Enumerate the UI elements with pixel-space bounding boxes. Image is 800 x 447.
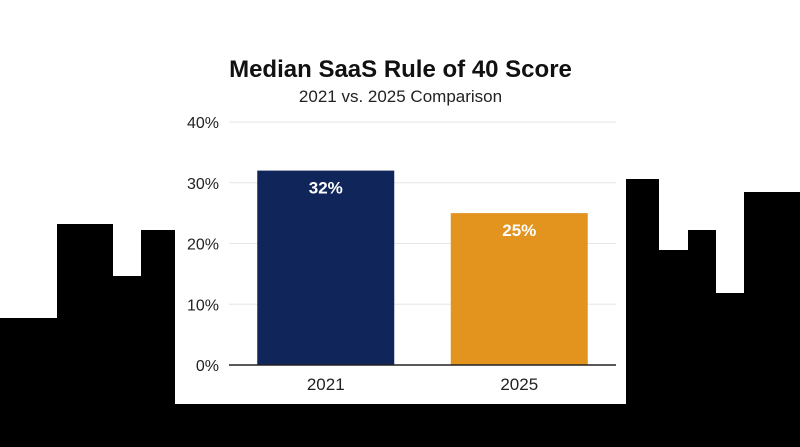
chart-title: Median SaaS Rule of 40 Score	[229, 56, 572, 83]
x-tick-label: 2021	[307, 375, 345, 394]
chart-subtitle: 2021 vs. 2025 Comparison	[298, 87, 503, 106]
chart-card: Median SaaS Rule of 40 Score 2021 vs. 20…	[175, 43, 626, 404]
y-tick-label: 40%	[187, 115, 219, 132]
bar	[257, 170, 395, 365]
data-label: 32%	[309, 179, 343, 198]
data-label: 25%	[502, 221, 536, 240]
bar-chart: 0% 10% 20% 30% 40% 32% 2021 25% 2025	[187, 115, 616, 394]
y-tick-label: 30%	[187, 176, 219, 193]
y-tick-label: 20%	[187, 237, 219, 254]
skyline-base	[0, 404, 800, 447]
y-tick-label: 0%	[196, 358, 219, 375]
skyline-shape	[626, 179, 800, 447]
bar	[450, 213, 588, 365]
x-tick-label: 2025	[500, 375, 538, 394]
y-tick-label: 10%	[187, 297, 219, 314]
skyline-shape	[0, 224, 175, 447]
